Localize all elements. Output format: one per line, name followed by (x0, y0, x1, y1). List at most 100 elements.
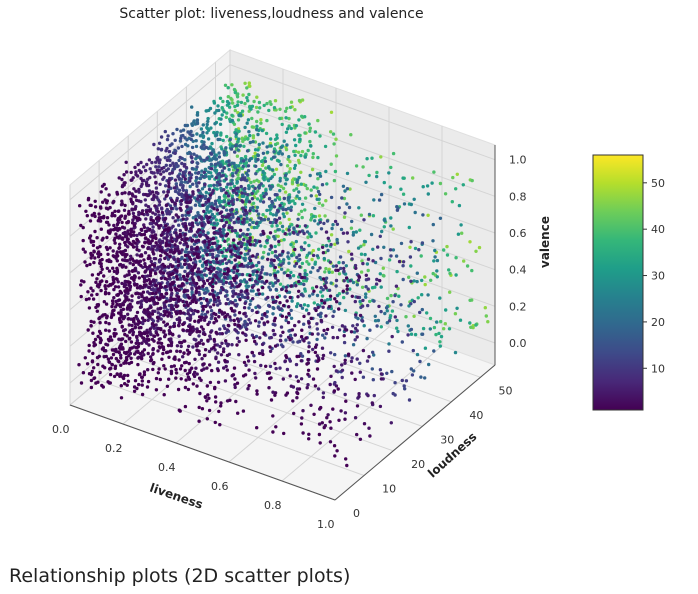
scatter-point (133, 241, 137, 245)
scatter-point (313, 130, 318, 134)
scatter-point (250, 285, 255, 289)
scatter-point (232, 276, 236, 280)
scatter-point (465, 264, 470, 268)
scatter-point (241, 173, 245, 177)
scatter-point (105, 201, 109, 205)
scatter-point (460, 231, 464, 235)
scatter-point (163, 367, 167, 371)
scatter-point (385, 309, 389, 313)
scatter-point (117, 298, 122, 302)
scatter-point (309, 194, 313, 198)
scatter-point (198, 259, 202, 263)
scatter-point (121, 303, 126, 307)
scatter-point (215, 205, 219, 209)
scatter-point (197, 334, 201, 338)
scatter-point (154, 165, 158, 169)
scatter-point (338, 255, 343, 259)
scatter-point (234, 191, 239, 195)
scatter-point (337, 418, 341, 422)
scatter-point (283, 182, 288, 186)
scatter-point (231, 202, 235, 206)
scatter-point (169, 296, 173, 300)
scatter-point (79, 381, 84, 385)
scatter-point (265, 101, 269, 106)
scatter-point (139, 264, 143, 268)
scatter-point (230, 199, 234, 203)
scatter-point (360, 259, 364, 263)
scatter-point (282, 431, 286, 436)
scatter-point (143, 331, 147, 336)
scatter-point (235, 317, 240, 321)
scatter-point (236, 411, 240, 415)
scatter-point (135, 310, 140, 315)
scatter-point (142, 370, 147, 374)
scatter-point (355, 329, 359, 333)
scatter-point (267, 197, 272, 201)
scatter-point (300, 261, 305, 266)
scatter-point (130, 294, 134, 298)
scatter-point (183, 158, 187, 162)
scatter-point (453, 350, 458, 355)
scatter-point (223, 326, 227, 331)
scatter-point (230, 207, 234, 212)
scatter-point (218, 244, 222, 249)
scatter-point (196, 267, 201, 271)
scatter-point (263, 244, 267, 249)
scatter-point (180, 213, 185, 218)
scatter-point (340, 368, 345, 372)
scatter-point (254, 376, 258, 380)
scatter-point (246, 193, 250, 197)
scatter-point (254, 172, 258, 176)
scatter-point (146, 193, 151, 197)
scatter-point (351, 280, 356, 285)
scatter-point (100, 184, 105, 188)
scatter-point (335, 335, 340, 340)
scatter-point (240, 109, 245, 113)
scatter-point (140, 274, 145, 278)
y-tick-label: 50 (498, 384, 512, 397)
scatter-point (293, 323, 297, 328)
scatter-point (378, 272, 382, 276)
scatter-point (307, 262, 311, 266)
scatter-point (190, 247, 194, 252)
scatter-point (278, 301, 282, 305)
scatter-point (345, 287, 349, 291)
scatter-point (237, 129, 241, 133)
scatter-point (420, 293, 424, 297)
scatter-point (93, 343, 98, 347)
scatter-point (138, 305, 143, 309)
scatter-point (248, 236, 252, 240)
scatter-point (260, 316, 264, 321)
scatter-point (268, 211, 273, 216)
scatter-point (302, 279, 306, 283)
scatter-point (243, 101, 247, 106)
scatter-point (389, 293, 393, 298)
scatter-point (174, 228, 178, 232)
scatter-point (255, 252, 260, 257)
scatter-point (206, 231, 210, 235)
scatter-point (189, 137, 193, 142)
scatter-point (114, 277, 118, 281)
scatter-point (278, 188, 282, 193)
scatter-point (224, 248, 229, 252)
scatter-point (366, 257, 371, 261)
scatter-point (164, 244, 168, 248)
scatter-point (153, 257, 158, 261)
scatter-point (212, 321, 216, 325)
scatter-point (130, 305, 134, 309)
scatter-point (203, 222, 207, 226)
scatter-point (247, 200, 252, 204)
scatter-point (119, 396, 124, 400)
scatter-point (280, 224, 285, 229)
scatter-point (125, 273, 129, 277)
scatter-point (427, 362, 431, 367)
scatter-point (168, 204, 173, 208)
scatter-point (295, 396, 299, 400)
scatter-point (234, 208, 239, 212)
scatter-point (279, 238, 284, 243)
scatter-point (267, 304, 272, 308)
scatter-point (159, 135, 164, 139)
scatter-point (117, 337, 121, 341)
scatter-point (404, 315, 408, 319)
scatter-point (146, 351, 150, 356)
